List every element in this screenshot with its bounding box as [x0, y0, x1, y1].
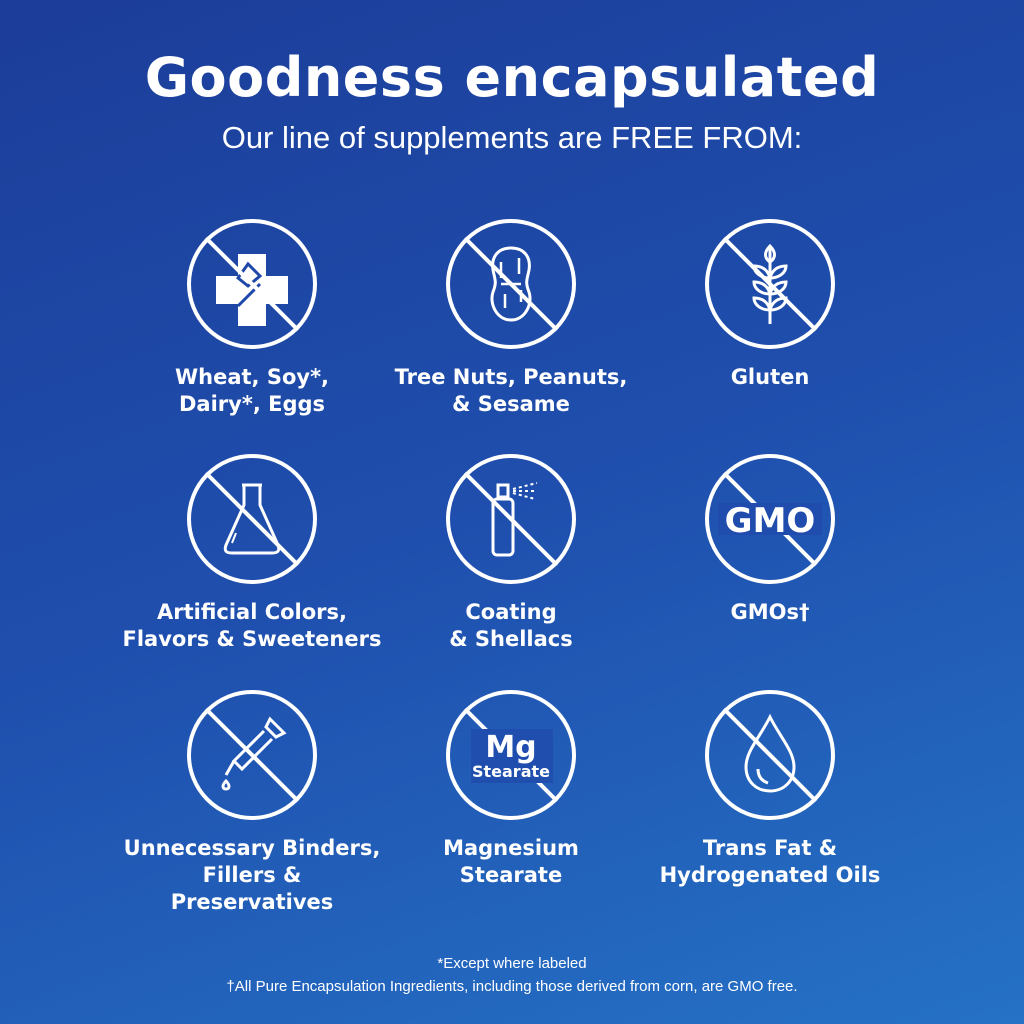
item-label-line1: Gluten: [730, 365, 810, 389]
page-subtitle: Our line of supplements are FREE FROM:: [221, 120, 803, 155]
free-from-item: Artificial Colors, Flavors & Sweeteners: [122, 453, 382, 653]
free-from-item: Trans Fat & Hydrogenated Oils: [640, 689, 900, 889]
item-label-line1: GMOs†: [730, 600, 810, 624]
free-from-item: Wheat, Soy*, Dairy*, Eggs: [122, 218, 382, 418]
item-label-line2: Dairy*, Eggs: [178, 392, 326, 416]
footnote-except: *Except where labeled: [437, 955, 587, 972]
item-label-line1: Unnecessary Binders,: [123, 836, 381, 860]
stearate-icon-text: Stearate: [472, 762, 550, 781]
item-label-line1: Trans Fat &: [702, 836, 838, 860]
no-dropper-icon: [187, 690, 317, 820]
no-peanut-icon: [446, 219, 576, 349]
free-from-item: Tree Nuts, Peanuts, & Sesame: [381, 218, 641, 418]
item-label-line2: Hydrogenated Oils: [659, 863, 881, 887]
item-label-line2: & Sesame: [452, 392, 570, 416]
item-label-line1: Coating: [465, 600, 557, 624]
no-gmo-icon: GMO: [705, 454, 835, 584]
no-wheat-icon: [705, 219, 835, 349]
item-label-line1: Artificial Colors,: [156, 600, 348, 624]
item-label-line1: Magnesium: [443, 836, 579, 860]
free-from-item: Coating & Shellacs: [381, 453, 641, 653]
footnote-gmo: †All Pure Encapsulation Ingredients, inc…: [226, 978, 798, 995]
item-label-line2: & Shellacs: [449, 627, 573, 651]
item-label-line2: Fillers & Preservatives: [170, 863, 334, 914]
free-from-item: Unnecessary Binders, Fillers & Preservati…: [122, 689, 382, 916]
no-flask-icon: [187, 454, 317, 584]
free-from-item: Mg Stearate Magnesium Stearate: [381, 689, 641, 889]
page-title: Goodness encapsulated: [144, 46, 880, 109]
item-label-line1: Wheat, Soy*,: [174, 365, 330, 389]
item-label-line1: Tree Nuts, Peanuts,: [394, 365, 628, 389]
free-from-item: Gluten: [640, 218, 900, 391]
item-label-line2: Flavors & Sweeteners: [122, 627, 382, 651]
gmo-icon-text: GMO: [725, 501, 816, 541]
no-oil-drop-icon: [705, 690, 835, 820]
free-from-item: GMO GMOs†: [640, 453, 900, 626]
item-label-line2: Stearate: [459, 863, 563, 887]
no-spray-icon: [446, 454, 576, 584]
no-allergen-fork-icon: [187, 219, 317, 349]
no-mg-stearate-icon: Mg Stearate: [446, 690, 576, 820]
mg-icon-text: Mg: [485, 730, 536, 765]
